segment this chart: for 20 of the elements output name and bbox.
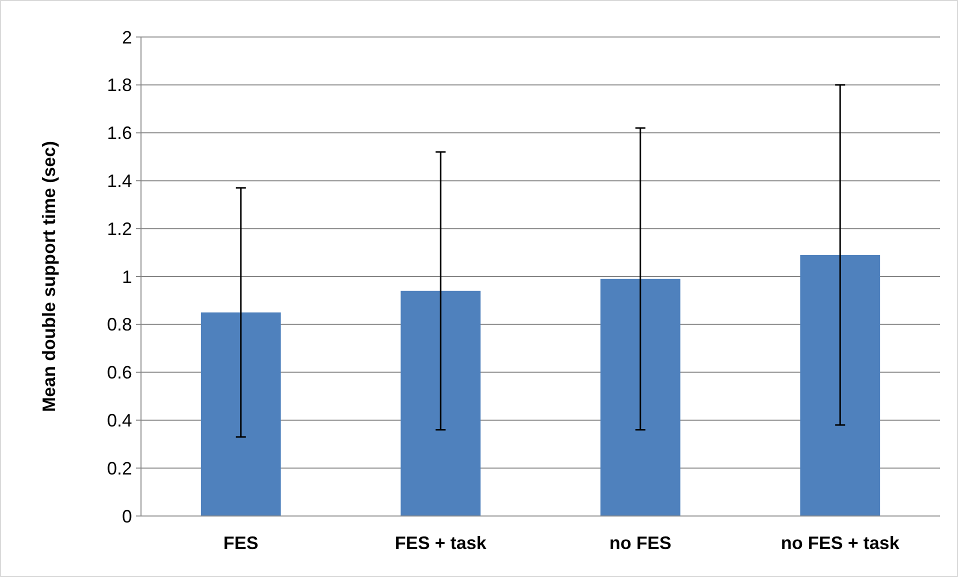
- y-tick-label: 0.8: [106, 314, 132, 335]
- y-tick-label: 0: [122, 506, 132, 526]
- y-tick-label: 1.8: [106, 75, 132, 96]
- y-tick-label: 1.2: [106, 218, 132, 239]
- bar: [200, 312, 281, 516]
- bar: [800, 254, 880, 516]
- x-tick-label: no FES + task: [780, 533, 900, 553]
- y-tick-label: 1.4: [106, 171, 132, 191]
- bar: [400, 290, 481, 516]
- y-tick-label: 0.4: [106, 410, 132, 430]
- bar: [600, 278, 680, 516]
- y-tick-label: 1.6: [106, 123, 132, 144]
- y-tick-label: 0.6: [106, 362, 132, 383]
- x-tick-label: FES: [223, 533, 258, 553]
- y-tick-label: 2: [122, 27, 132, 48]
- y-tick-label: 1: [122, 266, 132, 287]
- x-tick-label: FES + task: [394, 533, 488, 553]
- x-tick-label: no FES: [609, 533, 672, 553]
- y-tick-label: 0.2: [106, 458, 132, 478]
- y-axis-title: Mean double support time (sec): [39, 140, 59, 412]
